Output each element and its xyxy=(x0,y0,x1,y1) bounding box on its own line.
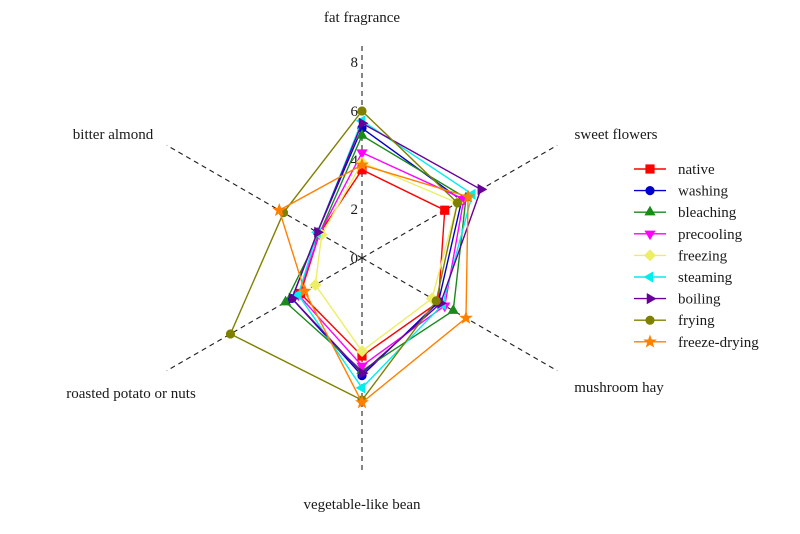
data-point-boiling xyxy=(288,292,299,305)
data-point-bleaching xyxy=(280,295,292,306)
spoke-2 xyxy=(361,257,558,372)
data-point-frying xyxy=(431,296,441,306)
data-point-frying xyxy=(357,106,367,116)
legend-item-boiling: boiling xyxy=(634,292,721,308)
data-point-native xyxy=(440,205,450,215)
legend-marker xyxy=(644,205,656,216)
tick-group: 0 2 4 6 8 xyxy=(351,55,359,267)
tick-label: 2 xyxy=(351,202,359,218)
legend-label: native xyxy=(678,162,715,178)
legend-marker xyxy=(643,334,657,348)
data-point-bleaching xyxy=(356,129,368,139)
legend-label: bleaching xyxy=(678,205,737,221)
axis-label: roasted potato or nuts xyxy=(66,386,196,402)
data-point-boiling xyxy=(358,117,369,129)
legend: native washing bleaching precooling freezing… xyxy=(634,162,759,351)
data-point-freezing xyxy=(355,345,369,358)
legend-item-frying: frying xyxy=(634,313,715,329)
legend-marker xyxy=(646,292,657,305)
data-point-precooling xyxy=(356,362,368,373)
series-washing xyxy=(287,123,467,381)
data-point-freeze-drying xyxy=(355,395,369,409)
legend-item-washing: washing xyxy=(634,184,728,200)
legend-marker xyxy=(645,164,655,174)
spoke-4 xyxy=(166,257,363,372)
legend-item-precooling: precooling xyxy=(634,227,743,243)
spoke-5 xyxy=(166,144,363,259)
tick-label: 0 xyxy=(351,251,359,267)
axis-label: sweet flowers xyxy=(575,127,658,143)
series-native xyxy=(295,165,450,361)
legend-item-freeze-drying: freeze-drying xyxy=(634,334,759,351)
axis-label: mushroom hay xyxy=(574,380,664,396)
data-point-freeze-drying xyxy=(459,310,473,324)
series-line-native xyxy=(299,168,446,357)
series-group xyxy=(225,106,488,409)
data-point-frying xyxy=(225,329,236,339)
data-point-precooling xyxy=(356,149,368,160)
series-boiling xyxy=(288,117,488,379)
legend-marker xyxy=(644,230,656,241)
legend-item-freezing: freezing xyxy=(634,248,728,264)
series-steaming xyxy=(291,115,476,394)
legend-marker xyxy=(643,271,654,283)
tick-label: 4 xyxy=(351,153,359,169)
legend-marker xyxy=(645,315,655,325)
legend-marker xyxy=(643,249,657,262)
data-point-bleaching xyxy=(447,304,459,314)
legend-item-native: native xyxy=(634,162,715,178)
data-point-freeze-drying xyxy=(355,157,369,171)
legend-item-steaming: steaming xyxy=(634,270,733,286)
axis-label: bitter almond xyxy=(73,127,154,143)
tick-label: 6 xyxy=(351,104,359,120)
legend-label: freezing xyxy=(678,248,728,264)
legend-label: frying xyxy=(678,313,715,329)
series-frying xyxy=(225,106,463,405)
data-point-freezing xyxy=(309,278,322,291)
legend-label: freeze-drying xyxy=(678,335,759,351)
data-point-boiling xyxy=(314,226,324,238)
data-point-steaming xyxy=(355,382,366,394)
legend-label: washing xyxy=(678,184,728,200)
tick-label: 8 xyxy=(351,55,359,71)
data-point-boiling xyxy=(358,367,369,379)
data-point-freeze-drying xyxy=(272,202,287,217)
data-point-freeze-drying xyxy=(297,283,312,297)
data-point-freeze-drying xyxy=(461,189,475,203)
legend-item-bleaching: bleaching xyxy=(634,205,737,221)
legend-label: boiling xyxy=(678,292,721,308)
data-point-frying xyxy=(452,198,463,208)
series-freeze-drying xyxy=(272,157,475,409)
legend-label: steaming xyxy=(678,270,733,286)
axis-label: fat fragrance xyxy=(324,10,401,26)
legend-marker xyxy=(645,186,655,196)
legend-label: precooling xyxy=(678,227,743,243)
data-point-boiling xyxy=(477,183,488,196)
series-line-freezing xyxy=(314,161,459,353)
axis-label-group: fat fragrance sweet flowers mushroom hay ve… xyxy=(66,10,664,513)
axis-label: vegetable-like bean xyxy=(303,497,421,513)
